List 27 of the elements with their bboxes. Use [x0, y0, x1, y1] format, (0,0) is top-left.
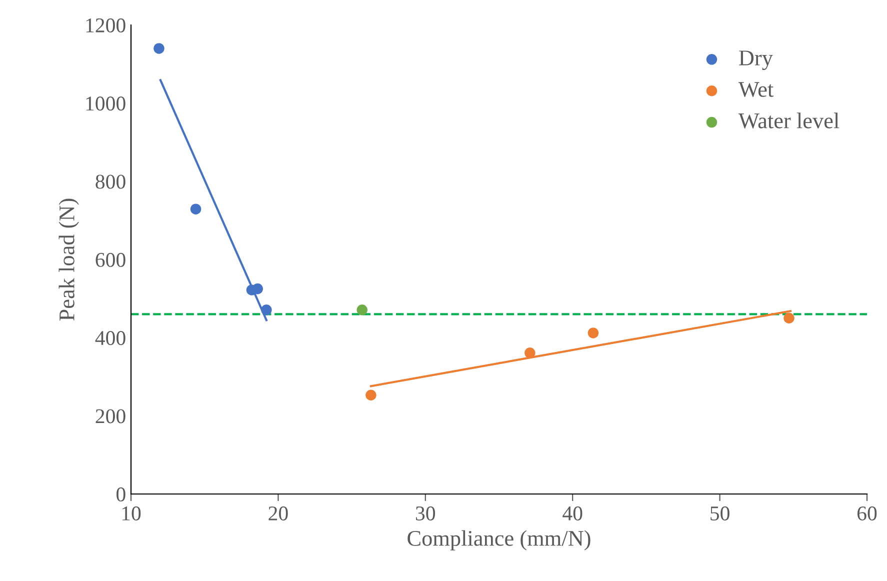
y-tick-label: 400: [95, 331, 126, 346]
point: [588, 328, 599, 338]
point: [356, 304, 368, 316]
y-tick-label: 200: [96, 409, 126, 424]
point: [154, 43, 164, 54]
x-tick-label: 40: [562, 506, 582, 520]
point: [261, 304, 272, 316]
y-tick-label: 1200: [86, 18, 126, 32]
x-axis-title: Compliance (mm/N): [408, 530, 590, 550]
point: [190, 204, 202, 214]
point: [784, 312, 794, 324]
y-axis-title: Peak load (N): [58, 198, 79, 321]
x-tick-label: 10: [122, 506, 141, 520]
point: [524, 348, 536, 358]
x-tick-label: 60: [857, 506, 877, 520]
y-tick-label: 0: [116, 487, 126, 502]
x-tick-label: 30: [416, 506, 436, 520]
legend-label: Wet: [738, 82, 774, 98]
legend-label: Dry: [739, 50, 773, 70]
y-tick-label: 600: [96, 252, 126, 267]
y-tick-label: 1000: [86, 96, 126, 111]
point: [252, 283, 263, 294]
x-tick-label: 20: [268, 506, 288, 520]
legend-label: Water level: [738, 112, 840, 128]
point: [366, 390, 376, 400]
x-tick-label: 50: [710, 506, 730, 520]
y-tick-label: 800: [96, 174, 126, 189]
